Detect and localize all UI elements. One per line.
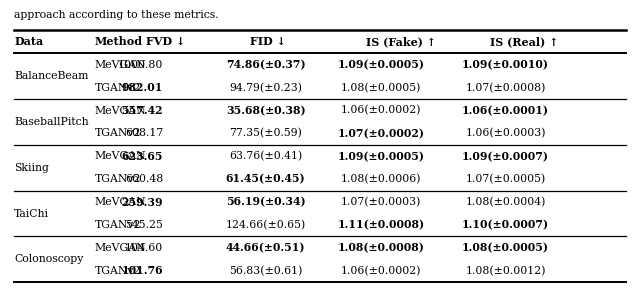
Text: MeVGAN: MeVGAN <box>95 197 147 207</box>
Text: 1.07(±0.0008): 1.07(±0.0008) <box>465 82 546 93</box>
Text: 623.65: 623.65 <box>122 151 163 162</box>
Text: IS (Fake) ↑: IS (Fake) ↑ <box>366 36 436 47</box>
Text: 1.10(±0.0007): 1.10(±0.0007) <box>462 219 549 230</box>
Text: 44.66(±0.51): 44.66(±0.51) <box>226 242 305 253</box>
Text: 1.09(±0.0010): 1.09(±0.0010) <box>462 59 549 70</box>
Text: 1.06(±0.0002): 1.06(±0.0002) <box>340 266 421 276</box>
Text: 982.01: 982.01 <box>122 82 163 93</box>
Text: FVD ↓: FVD ↓ <box>146 36 186 47</box>
Text: 56.19(±0.34): 56.19(±0.34) <box>226 197 305 208</box>
Text: 545.25: 545.25 <box>125 220 163 230</box>
Text: MeVGAN: MeVGAN <box>95 105 147 115</box>
Text: 1.09(±0.0005): 1.09(±0.0005) <box>337 59 424 70</box>
Text: FID ↓: FID ↓ <box>250 36 285 47</box>
Text: MeVGAN: MeVGAN <box>95 151 147 161</box>
Text: 259.39: 259.39 <box>122 197 163 208</box>
Text: 61.45(±0.45): 61.45(±0.45) <box>226 174 305 185</box>
Text: TaiChi: TaiChi <box>14 209 49 219</box>
Text: Method: Method <box>95 36 143 47</box>
Text: 1.08(±0.0005): 1.08(±0.0005) <box>340 82 421 93</box>
Text: 1.08(±0.0008): 1.08(±0.0008) <box>337 242 424 253</box>
Text: 1000.80: 1000.80 <box>118 60 163 70</box>
Text: 608.17: 608.17 <box>125 128 163 139</box>
Text: 1.08(±0.0005): 1.08(±0.0005) <box>462 242 549 253</box>
Text: 557.42: 557.42 <box>122 105 163 116</box>
Text: Data: Data <box>14 36 44 47</box>
Text: MeVGAN: MeVGAN <box>95 243 147 253</box>
Text: 56.83(±0.61): 56.83(±0.61) <box>229 266 302 276</box>
Text: 63.76(±0.41): 63.76(±0.41) <box>229 151 302 162</box>
Text: TGANv2: TGANv2 <box>95 174 141 184</box>
Text: 1.08(±0.0004): 1.08(±0.0004) <box>465 197 546 207</box>
Text: MeVGAN: MeVGAN <box>95 60 147 70</box>
Text: 1.06(±0.0002): 1.06(±0.0002) <box>340 105 421 116</box>
Text: Skiing: Skiing <box>14 163 49 173</box>
Text: TGANv2: TGANv2 <box>95 220 141 230</box>
Text: 77.35(±0.59): 77.35(±0.59) <box>229 128 302 139</box>
Text: 1.07(±0.0005): 1.07(±0.0005) <box>465 174 546 184</box>
Text: 1.11(±0.0008): 1.11(±0.0008) <box>337 219 424 230</box>
Text: 124.66(±0.65): 124.66(±0.65) <box>225 220 306 230</box>
Text: IS (Real) ↑: IS (Real) ↑ <box>490 36 559 47</box>
Text: 1.08(±0.0012): 1.08(±0.0012) <box>465 266 546 276</box>
Text: TGANv2: TGANv2 <box>95 128 141 139</box>
Text: 74.86(±0.37): 74.86(±0.37) <box>226 59 305 70</box>
Text: BalanceBeam: BalanceBeam <box>14 71 88 81</box>
Text: BaseballPitch: BaseballPitch <box>14 117 89 127</box>
Text: 1.06(±0.0003): 1.06(±0.0003) <box>465 128 546 139</box>
Text: 101.76: 101.76 <box>122 265 163 276</box>
Text: 1.09(±0.0007): 1.09(±0.0007) <box>462 151 549 162</box>
Text: Colonoscopy: Colonoscopy <box>14 254 83 264</box>
Text: 1.07(±0.0002): 1.07(±0.0002) <box>337 128 424 139</box>
Text: 1.06(±0.0001): 1.06(±0.0001) <box>462 105 549 116</box>
Text: 35.68(±0.38): 35.68(±0.38) <box>226 105 305 116</box>
Text: 104.60: 104.60 <box>125 243 163 253</box>
Text: 660.48: 660.48 <box>125 174 163 184</box>
Text: 1.07(±0.0003): 1.07(±0.0003) <box>340 197 421 207</box>
Text: 94.79(±0.23): 94.79(±0.23) <box>229 82 302 93</box>
Text: TGANv2: TGANv2 <box>95 266 141 276</box>
Text: TGANv2: TGANv2 <box>95 83 141 93</box>
Text: approach according to these metrics.: approach according to these metrics. <box>14 10 219 20</box>
Text: 1.08(±0.0006): 1.08(±0.0006) <box>340 174 421 184</box>
Text: 1.09(±0.0005): 1.09(±0.0005) <box>337 151 424 162</box>
